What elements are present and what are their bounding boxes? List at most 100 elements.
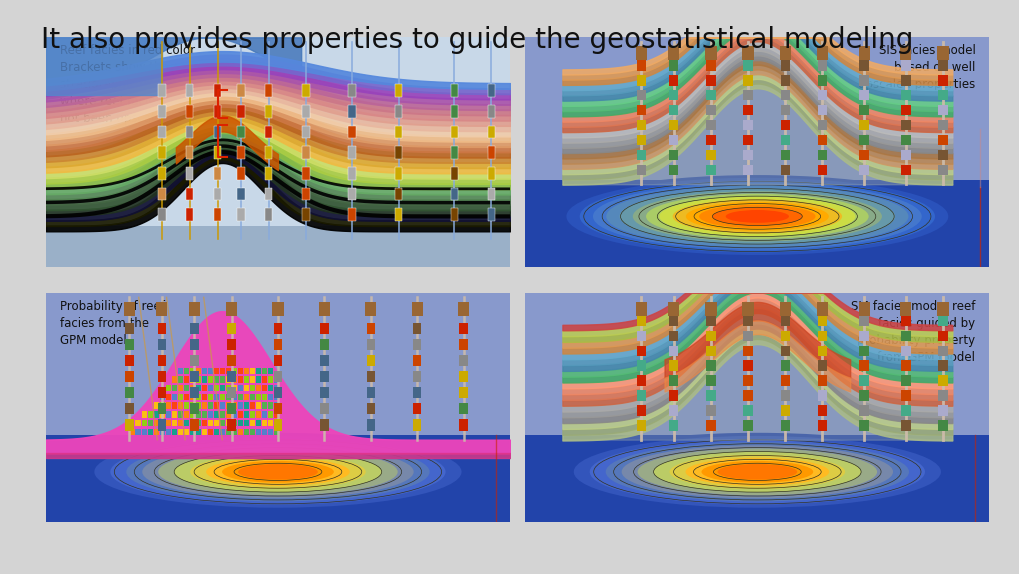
Bar xyxy=(250,385,255,391)
Bar xyxy=(668,165,678,175)
Text: SIS facies model
based on well
upscaled properties: SIS facies model based on well upscaled … xyxy=(857,44,974,91)
Ellipse shape xyxy=(557,433,956,511)
Bar xyxy=(177,402,182,409)
Bar xyxy=(165,394,170,400)
Bar xyxy=(273,323,282,334)
Bar xyxy=(227,355,235,366)
Bar xyxy=(859,375,868,386)
Bar xyxy=(636,75,645,86)
Bar xyxy=(214,105,221,118)
Bar xyxy=(262,367,267,374)
Bar xyxy=(196,420,201,426)
Bar xyxy=(636,405,645,416)
Bar xyxy=(817,420,826,430)
Bar xyxy=(450,167,458,180)
Bar xyxy=(125,387,133,398)
Bar xyxy=(191,404,199,414)
Bar xyxy=(231,420,236,426)
Bar xyxy=(220,411,225,418)
Bar xyxy=(936,302,948,316)
Bar xyxy=(817,360,826,371)
Bar xyxy=(859,105,868,115)
Bar xyxy=(668,316,678,326)
Ellipse shape xyxy=(158,448,397,495)
Bar xyxy=(190,377,195,383)
Bar xyxy=(413,323,421,334)
Bar xyxy=(668,105,678,115)
Bar xyxy=(165,385,170,391)
Bar xyxy=(413,420,421,430)
Bar xyxy=(196,411,201,418)
Bar xyxy=(302,126,309,138)
Bar xyxy=(226,385,231,391)
Bar xyxy=(191,387,199,398)
Bar xyxy=(189,302,200,316)
Bar xyxy=(237,385,243,391)
Bar xyxy=(125,420,133,430)
Bar xyxy=(366,371,375,382)
Bar xyxy=(154,411,159,418)
Bar xyxy=(459,420,468,430)
Bar xyxy=(780,165,789,175)
Bar xyxy=(190,394,195,400)
Ellipse shape xyxy=(672,199,842,234)
Bar xyxy=(450,126,458,138)
Bar xyxy=(220,394,225,400)
Bar xyxy=(937,375,947,386)
Bar xyxy=(226,377,231,383)
Bar xyxy=(265,84,272,97)
Bar xyxy=(900,46,911,60)
Bar xyxy=(177,377,182,383)
Bar xyxy=(635,302,646,316)
Bar xyxy=(237,411,243,418)
Bar xyxy=(937,120,947,130)
Bar xyxy=(668,90,678,100)
Ellipse shape xyxy=(566,178,948,255)
Bar xyxy=(236,167,245,180)
Bar xyxy=(185,208,194,221)
Bar xyxy=(705,331,715,341)
Bar xyxy=(705,90,715,100)
Bar xyxy=(412,302,422,316)
Bar xyxy=(214,429,219,435)
Bar xyxy=(780,105,789,115)
Ellipse shape xyxy=(174,452,381,492)
Bar xyxy=(231,385,236,391)
Bar xyxy=(743,346,752,356)
Bar xyxy=(901,331,910,341)
Bar xyxy=(191,420,199,430)
Bar xyxy=(159,394,164,400)
Bar xyxy=(220,420,225,426)
Bar xyxy=(348,208,356,221)
Ellipse shape xyxy=(574,436,940,508)
Ellipse shape xyxy=(685,202,828,231)
Bar xyxy=(901,150,910,160)
Bar xyxy=(366,355,375,366)
Bar xyxy=(705,346,715,356)
Bar xyxy=(46,226,510,267)
Bar xyxy=(256,429,261,435)
Bar xyxy=(459,355,468,366)
Bar xyxy=(202,377,207,383)
Bar xyxy=(937,60,947,71)
Bar xyxy=(262,411,267,418)
Bar xyxy=(705,60,715,71)
Bar xyxy=(236,188,245,200)
Bar xyxy=(227,420,235,430)
Bar xyxy=(668,346,678,356)
Bar xyxy=(302,208,309,221)
Bar xyxy=(817,75,826,86)
Bar xyxy=(348,188,356,200)
Bar xyxy=(214,188,221,200)
Bar xyxy=(237,429,243,435)
Bar xyxy=(262,385,267,391)
Bar xyxy=(190,429,195,435)
Bar xyxy=(636,375,645,386)
Bar xyxy=(636,120,645,130)
Bar xyxy=(250,411,255,418)
Bar xyxy=(366,420,375,430)
Bar xyxy=(274,402,279,409)
Bar xyxy=(458,302,469,316)
Bar xyxy=(394,126,401,138)
Bar xyxy=(274,385,279,391)
